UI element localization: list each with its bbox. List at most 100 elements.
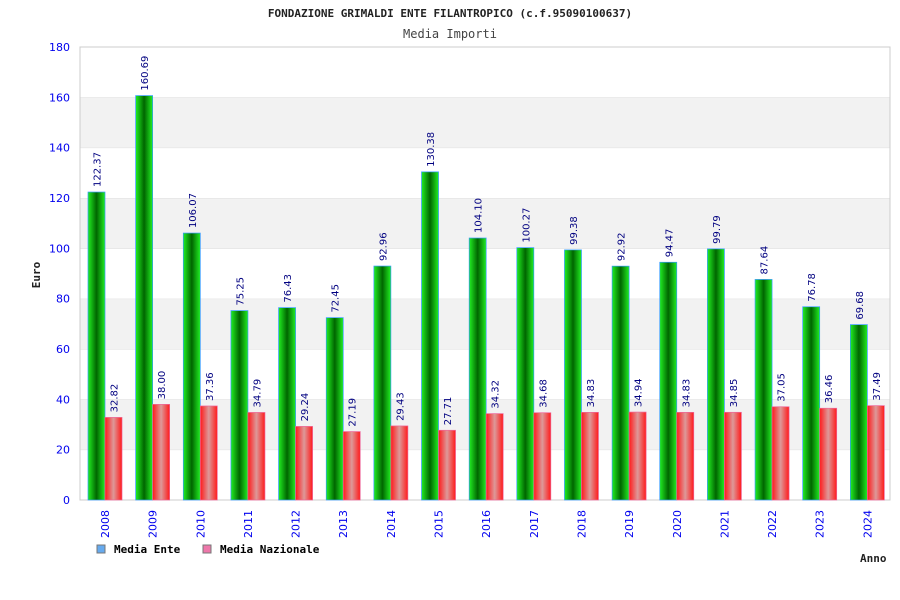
x-tick-label: 2017 xyxy=(528,510,541,538)
bar-media-ente xyxy=(421,171,439,501)
data-label: 34.68 xyxy=(538,379,549,408)
bar-media-nazionale xyxy=(295,426,313,501)
data-label: 27.71 xyxy=(443,397,454,426)
data-label: 99.38 xyxy=(569,216,580,245)
data-label: 75.25 xyxy=(235,277,246,306)
y-tick-label: 60 xyxy=(56,343,70,356)
data-label: 87.64 xyxy=(760,246,771,275)
legend-label-media-nazionale: Media Nazionale xyxy=(220,543,320,556)
data-label: 69.68 xyxy=(855,291,866,320)
x-tick-label: 2019 xyxy=(623,510,636,538)
bar-media-nazionale xyxy=(628,411,647,501)
x-tick-label: 2024 xyxy=(861,510,874,538)
bar-media-ente xyxy=(325,317,344,501)
data-label: 27.19 xyxy=(348,398,359,427)
x-tick-label: 2010 xyxy=(194,510,207,538)
data-label: 106.07 xyxy=(188,193,199,228)
data-label: 94.47 xyxy=(664,229,675,258)
data-label: 92.96 xyxy=(378,232,389,261)
y-tick-label: 180 xyxy=(49,41,70,54)
data-label: 72.45 xyxy=(331,284,342,313)
data-label: 29.24 xyxy=(300,393,311,422)
grid-band xyxy=(80,147,890,198)
bar-media-ente xyxy=(230,310,249,501)
bar-media-nazionale xyxy=(724,411,742,501)
y-axis-label: Euro xyxy=(30,261,43,288)
data-label: 99.79 xyxy=(712,215,723,244)
y-tick-label: 80 xyxy=(56,293,70,306)
bar-media-ente xyxy=(707,248,725,501)
x-tick-label: 2009 xyxy=(147,510,160,538)
data-label: 92.92 xyxy=(617,233,628,262)
x-tick-label: 2021 xyxy=(718,510,731,538)
data-label: 34.83 xyxy=(681,379,692,408)
bar-media-nazionale xyxy=(104,417,123,501)
data-label: 122.37 xyxy=(93,152,104,187)
data-label: 29.43 xyxy=(395,392,406,421)
y-tick-label: 120 xyxy=(49,192,70,205)
bar-media-ente xyxy=(135,95,153,501)
x-tick-label: 2015 xyxy=(433,510,446,538)
x-tick-label: 2014 xyxy=(385,510,398,538)
data-label: 36.46 xyxy=(824,375,835,404)
x-tick-label: 2016 xyxy=(480,510,493,538)
grid-band xyxy=(80,47,890,98)
x-tick-label: 2022 xyxy=(766,510,779,538)
legend-swatch-media-ente xyxy=(96,544,106,554)
bar-media-ente xyxy=(182,232,201,501)
x-axis-label: Anno xyxy=(860,552,887,565)
bar-media-nazionale xyxy=(867,405,885,501)
data-label: 34.85 xyxy=(729,379,740,408)
grid-band xyxy=(80,97,890,148)
x-tick-label: 2012 xyxy=(290,510,303,538)
y-tick-label: 0 xyxy=(63,494,70,507)
x-tick-label: 2013 xyxy=(337,510,350,538)
bar-media-ente xyxy=(373,265,392,501)
legend: Media Ente Media Nazionale xyxy=(96,543,320,556)
data-label: 104.10 xyxy=(474,198,485,233)
y-tick-label: 20 xyxy=(56,444,70,457)
y-tick-label: 100 xyxy=(49,242,70,255)
bar-media-nazionale xyxy=(533,412,552,501)
legend-label-media-ente: Media Ente xyxy=(114,543,181,556)
bar-media-nazionale xyxy=(676,411,695,501)
data-label: 100.27 xyxy=(521,208,532,243)
y-tick-label: 40 xyxy=(56,393,70,406)
bar-media-ente xyxy=(754,279,773,501)
x-tick-label: 2020 xyxy=(671,510,684,538)
y-tick-label: 160 xyxy=(49,91,70,104)
bar-media-ente xyxy=(659,261,678,501)
data-label: 76.43 xyxy=(283,274,294,303)
bar-media-nazionale xyxy=(390,425,409,501)
bar-media-ente xyxy=(611,265,630,501)
bar-media-ente xyxy=(516,247,535,501)
data-label: 130.38 xyxy=(426,132,437,167)
chart-subtitle: Media Importi xyxy=(403,27,497,41)
bar-media-nazionale xyxy=(342,431,361,501)
data-label: 34.94 xyxy=(634,378,645,407)
x-tick-label: 2023 xyxy=(814,510,827,538)
data-label: 32.82 xyxy=(110,384,121,413)
data-label: 38.00 xyxy=(157,371,168,400)
bar-media-ente xyxy=(850,324,868,501)
bar-media-nazionale xyxy=(581,411,599,501)
y-tick-label: 140 xyxy=(49,142,70,155)
bar-media-ente xyxy=(468,237,487,501)
bar-media-nazionale xyxy=(152,404,170,501)
legend-swatch-media-nazionale xyxy=(202,544,212,554)
data-label: 37.36 xyxy=(205,372,216,401)
data-label: 34.83 xyxy=(586,379,597,408)
x-tick-label: 2008 xyxy=(99,510,112,538)
data-label: 160.69 xyxy=(140,56,151,91)
data-label: 37.05 xyxy=(777,373,788,402)
data-label: 76.78 xyxy=(807,273,818,302)
bar-media-nazionale xyxy=(819,407,838,501)
data-label: 37.49 xyxy=(872,372,883,401)
bar-media-nazionale xyxy=(438,429,456,501)
bar-media-nazionale xyxy=(247,412,266,501)
bar-media-nazionale xyxy=(771,406,790,501)
x-tick-label: 2011 xyxy=(242,510,255,538)
data-label: 34.32 xyxy=(491,380,502,409)
bar-media-ente xyxy=(278,307,296,501)
